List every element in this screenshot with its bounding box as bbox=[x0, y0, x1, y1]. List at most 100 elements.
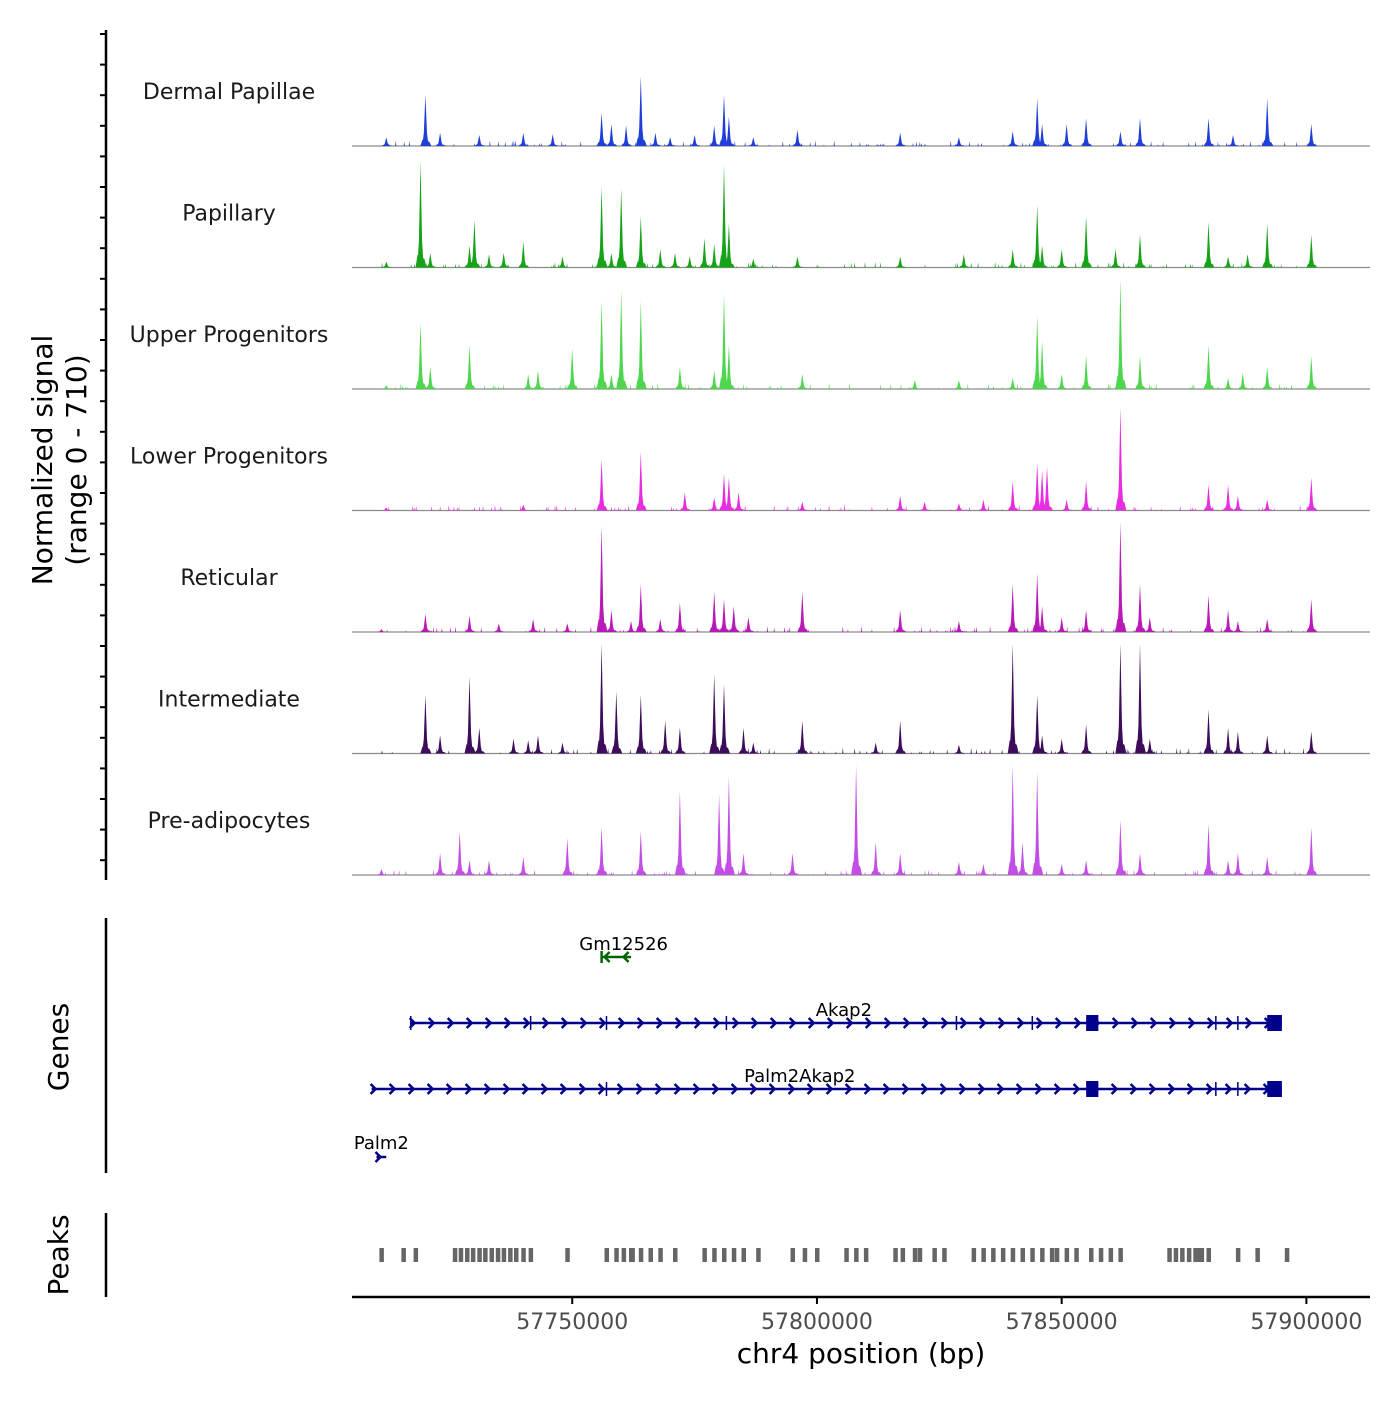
signal-peak bbox=[726, 776, 732, 875]
peak-mark bbox=[1180, 1248, 1185, 1262]
peak-mark bbox=[1030, 1248, 1035, 1262]
track-reticular: Reticular bbox=[180, 522, 1370, 632]
signal-peak bbox=[437, 735, 443, 753]
exon-block bbox=[1267, 1081, 1282, 1097]
track-label: Reticular bbox=[180, 566, 278, 591]
signal-peak bbox=[897, 133, 903, 146]
peak-mark bbox=[864, 1248, 869, 1262]
signal-peak bbox=[1225, 378, 1231, 389]
y-axis-title-line2: (range 0 - 710) bbox=[60, 354, 93, 565]
signal-peak bbox=[1205, 345, 1211, 389]
signal-peak bbox=[912, 380, 918, 389]
signal-peak bbox=[726, 478, 732, 511]
peak-mark bbox=[477, 1248, 482, 1262]
signal-peak bbox=[501, 253, 507, 268]
signal-peak bbox=[1039, 341, 1045, 389]
signal-peak bbox=[1063, 124, 1069, 146]
signal-peak bbox=[1137, 853, 1143, 875]
signal-peak bbox=[417, 161, 423, 267]
signal-peak bbox=[510, 739, 516, 754]
signal-peak bbox=[1235, 621, 1241, 632]
signal-peak bbox=[1264, 500, 1270, 511]
signal-peak bbox=[1117, 820, 1123, 875]
gene-palm2akap2: Palm2Akap2 bbox=[371, 1066, 1282, 1097]
signal-peak bbox=[471, 220, 477, 268]
signal-peak bbox=[1112, 249, 1118, 267]
peak-mark bbox=[614, 1248, 619, 1262]
signal-peak bbox=[721, 294, 727, 389]
signal-peak bbox=[721, 474, 727, 511]
signal-peak bbox=[466, 616, 472, 632]
signal-peak bbox=[897, 610, 903, 632]
peak-mark bbox=[1197, 1248, 1202, 1262]
signal-peak bbox=[638, 584, 644, 632]
peak-mark bbox=[815, 1248, 820, 1262]
signal-peak bbox=[638, 695, 644, 754]
signal-peak bbox=[1147, 739, 1153, 754]
peak-mark bbox=[490, 1248, 495, 1262]
peak-mark bbox=[732, 1248, 737, 1262]
signal-peak bbox=[1059, 617, 1065, 632]
signal-peak bbox=[691, 135, 697, 146]
signal-peak bbox=[618, 290, 624, 389]
signal-peak bbox=[897, 721, 903, 754]
signal-peak bbox=[535, 371, 541, 389]
signal-peak bbox=[897, 853, 903, 875]
peak-mark bbox=[981, 1248, 986, 1262]
signal-peak bbox=[608, 253, 614, 268]
x-tick-label: 57800000 bbox=[761, 1310, 873, 1335]
signal-peak bbox=[789, 853, 795, 875]
peak-mark bbox=[649, 1248, 654, 1262]
exon-block bbox=[1086, 1015, 1098, 1031]
exon-block bbox=[1267, 1015, 1282, 1031]
peak-mark bbox=[972, 1248, 977, 1262]
signal-peak bbox=[1240, 373, 1247, 389]
signal-peak bbox=[682, 492, 688, 510]
peak-mark bbox=[1055, 1248, 1060, 1262]
x-tick-label: 57900000 bbox=[1250, 1310, 1362, 1335]
signal-peak bbox=[711, 592, 717, 632]
signal-peak bbox=[1235, 496, 1241, 511]
signal-peak bbox=[799, 592, 805, 632]
signal-peak bbox=[677, 603, 683, 632]
signal-peak bbox=[1308, 827, 1314, 875]
signal-peak bbox=[1083, 481, 1089, 510]
peak-mark bbox=[893, 1248, 898, 1262]
peak-mark bbox=[803, 1248, 808, 1262]
track-intermediate: Intermediate bbox=[158, 644, 1370, 754]
track-label: Upper Progenitors bbox=[130, 323, 329, 348]
track-dermal-papillae: Dermal Papillae bbox=[143, 76, 1370, 146]
peak-mark bbox=[471, 1248, 476, 1262]
signal-peak bbox=[437, 853, 443, 875]
signal-peak bbox=[1010, 584, 1016, 632]
signal-peak bbox=[476, 728, 482, 754]
signal-peak bbox=[550, 134, 556, 146]
peak-mark bbox=[712, 1248, 717, 1262]
signal-peak bbox=[1083, 356, 1089, 389]
peak-track bbox=[379, 1248, 1289, 1262]
signal-peak bbox=[1225, 860, 1231, 875]
signal-peak bbox=[1137, 644, 1143, 754]
gene-palm2: Palm2 bbox=[354, 1133, 409, 1162]
signal-peak bbox=[466, 860, 472, 875]
signal-peak bbox=[750, 743, 756, 754]
signal-peak bbox=[520, 505, 526, 511]
noise-signal bbox=[381, 748, 1314, 754]
signal-peak bbox=[657, 249, 663, 267]
track-papillary: Papillary bbox=[182, 161, 1370, 267]
signal-peak bbox=[535, 735, 541, 753]
peak-mark bbox=[496, 1248, 501, 1262]
signal-peak bbox=[608, 610, 614, 632]
signal-peak bbox=[638, 301, 644, 389]
signal-peak bbox=[476, 135, 482, 146]
peak-mark bbox=[1118, 1248, 1123, 1262]
track-label: Lower Progenitors bbox=[130, 445, 328, 470]
signal-peak bbox=[1083, 610, 1089, 632]
signal-peak bbox=[721, 95, 727, 146]
signal-peak bbox=[1010, 765, 1016, 875]
signal-peak bbox=[721, 165, 727, 268]
signal-peak bbox=[598, 459, 604, 510]
signal-peak bbox=[378, 869, 384, 875]
